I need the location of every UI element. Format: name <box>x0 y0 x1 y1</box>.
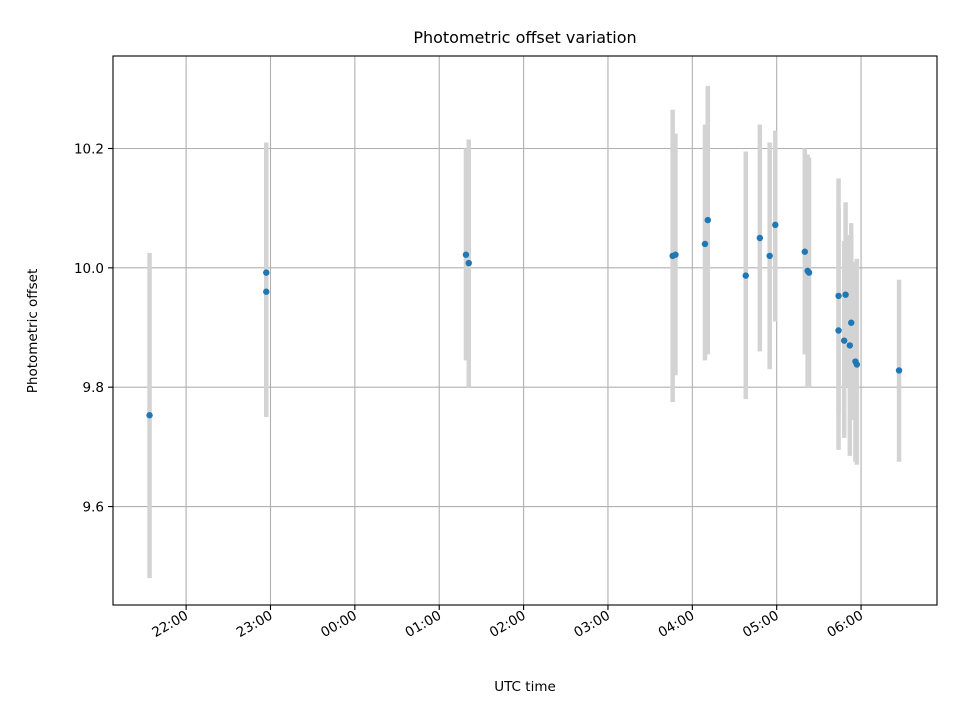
x-axis: 22:00 23:00 00:00 01:00 02:00 03:00 04:00 05:00… <box>149 605 866 641</box>
x-tick-label: 22:00 <box>149 608 191 641</box>
y-tick-label: 9.6 <box>83 500 104 516</box>
x-tick-label: 05:00 <box>740 608 782 641</box>
data-point <box>835 327 842 334</box>
data-point <box>704 216 711 224</box>
data-point <box>805 269 813 276</box>
data-point <box>263 288 270 295</box>
data-point <box>842 291 849 298</box>
x-tick-label: 23:00 <box>234 608 276 641</box>
y-tick-label: 9.8 <box>83 380 104 396</box>
data-points <box>146 216 903 419</box>
data-point <box>263 269 270 276</box>
data-point <box>766 252 773 260</box>
y-tick-label: 10.0 <box>74 261 104 277</box>
x-tick-label: 06:00 <box>824 608 866 641</box>
data-point <box>848 319 855 326</box>
data-point <box>672 251 679 258</box>
data-point <box>465 259 472 267</box>
grid <box>113 56 937 605</box>
data-point <box>146 412 153 419</box>
data-point <box>835 292 842 300</box>
error-bars <box>147 85 902 579</box>
x-tick-label: 04:00 <box>656 608 698 641</box>
data-point <box>772 221 779 229</box>
data-point <box>846 342 854 349</box>
data-point <box>801 248 809 255</box>
x-tick-label: 01:00 <box>403 608 445 641</box>
x-tick-label: 02:00 <box>487 608 529 641</box>
data-point <box>742 272 749 279</box>
x-axis-label: UTC time <box>494 679 556 695</box>
y-tick-label: 10.2 <box>74 141 104 157</box>
y-axis: 9.6 9.8 10.0 10.2 <box>74 141 113 516</box>
data-point <box>756 234 764 242</box>
data-point <box>853 361 861 368</box>
x-tick-label: 00:00 <box>318 608 360 641</box>
chart-title: Photometric offset variation <box>413 28 636 47</box>
data-point <box>895 367 903 374</box>
data-point <box>701 240 709 248</box>
plot-frame <box>112 55 938 606</box>
data-point <box>462 251 470 258</box>
x-tick-label: 03:00 <box>571 608 613 641</box>
data-point <box>840 337 848 344</box>
y-axis-label: Photometric offset <box>25 269 41 393</box>
